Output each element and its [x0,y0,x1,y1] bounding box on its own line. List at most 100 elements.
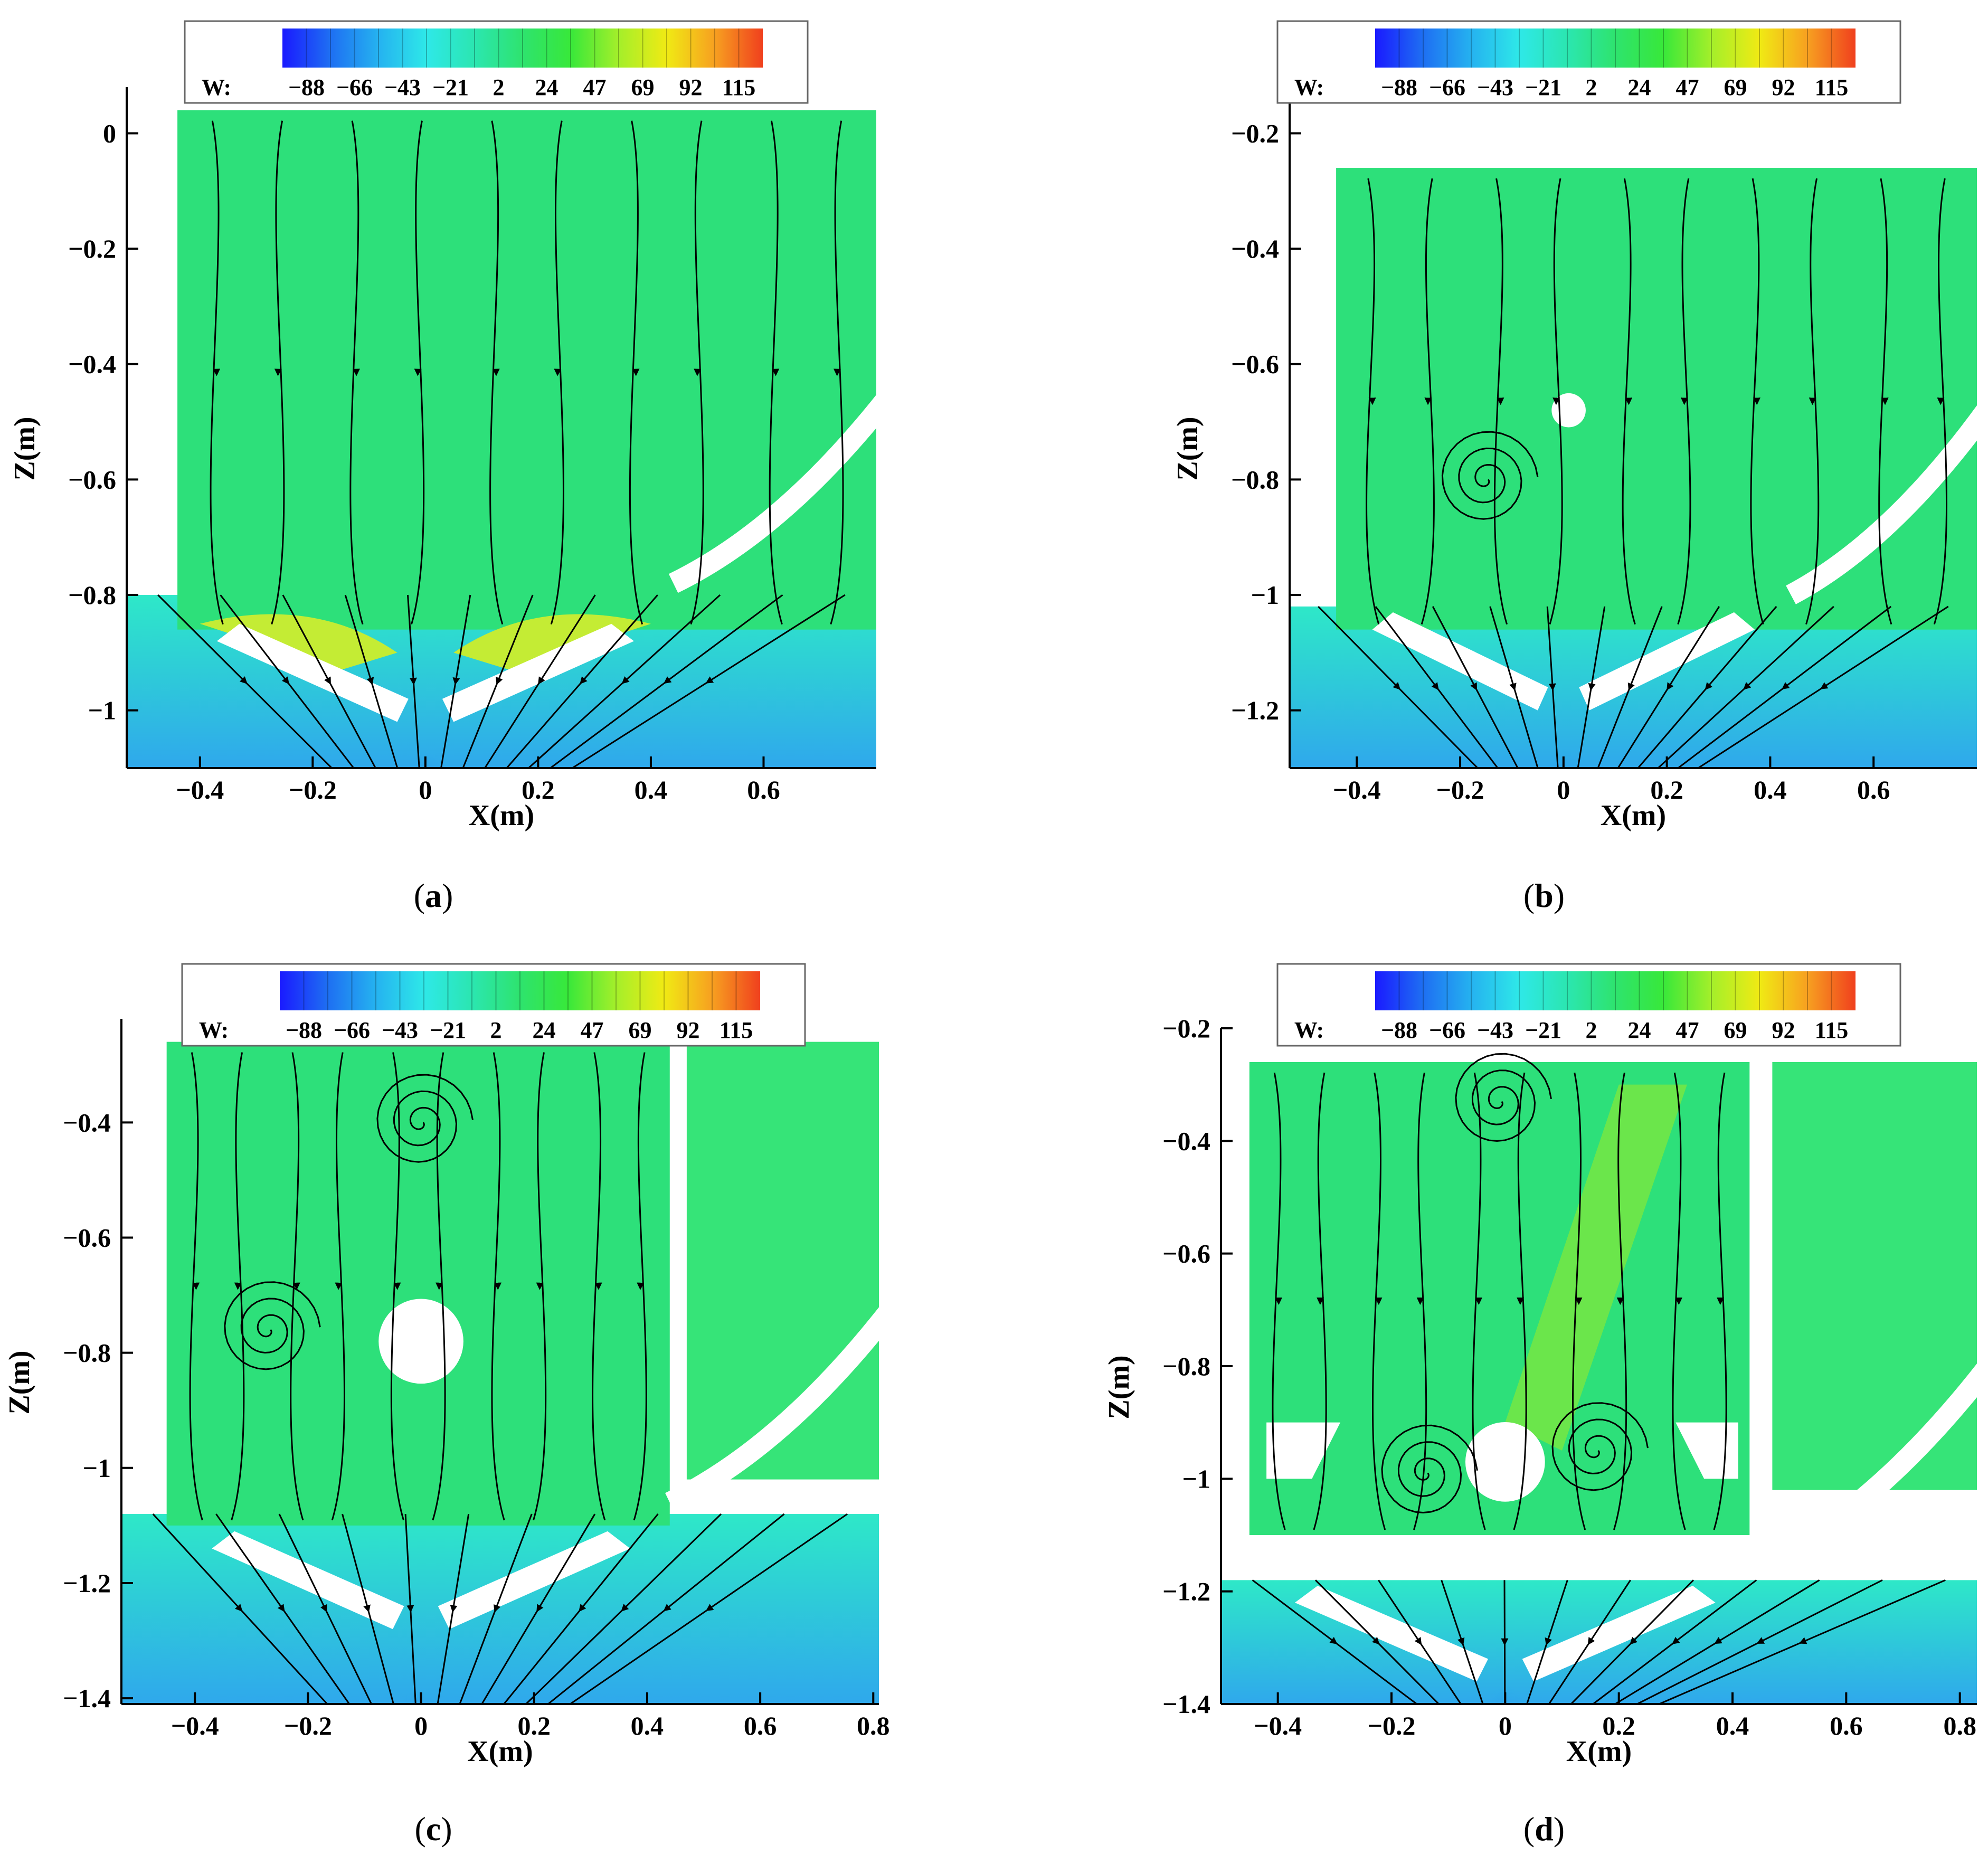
x-tick-label: −0.2 [1436,775,1484,804]
x-tick-label: 0.2 [522,775,555,804]
streamlines [1252,1053,1946,1704]
y-tick-label: −1 [88,696,117,725]
x-tick-label: −0.2 [284,1711,332,1740]
x-tick-label: 0.2 [1602,1711,1635,1740]
colorbar-tick-label: 47 [581,1017,604,1043]
y-tick-label: −0.6 [1162,1239,1210,1268]
jet-field [1531,673,1595,768]
guide-vane-left [1372,612,1548,711]
caption-a: (a) [413,877,453,914]
guide-vane-right [1579,612,1755,711]
colorbar-tick-label: 24 [1628,74,1651,100]
x-tick-label: 0 [1557,775,1570,804]
vortex-1 [224,1281,321,1370]
jet-field [393,673,457,768]
y-tick-label: 0 [103,118,116,148]
x-axis-label: X(m) [467,1735,533,1768]
chart-panel-a: −0.4 −0.2 0 0.2 0.4 0.6 0 −0.2 −0.4 −0.6 −0.8 −1 X(m… [8,20,876,832]
colorbar-tick-label: 69 [629,1017,652,1043]
x-tick-label: 0.4 [1716,1711,1749,1740]
colorbar-tick-label: 47 [1676,1017,1699,1043]
x-tick-label: 0.4 [1754,775,1787,804]
hull-wall [668,394,876,593]
caption-c: (c) [414,1810,452,1848]
chart-panel-c: −0.4 −0.2 0 0.2 0.4 0.6 0.8 −0.4 −0.6 −0.8 −1 −1.2 −… [3,963,890,1768]
y-axis-label: Z(m) [3,1350,36,1414]
axes-b: −0.4 −0.2 0 0.2 0.4 0.6 −0.2 −0.4 −0.6 −0.8 −1 −1.2… [1171,87,1977,832]
guide-vane-left [212,1531,404,1630]
axes-c: −0.4 −0.2 0 0.2 0.4 0.6 0.8 −0.4 −0.6 −0.8 −1 −1.2 −… [3,1019,890,1768]
y-tick-label: −1 [1182,1464,1211,1493]
x-tick-label: −0.2 [1368,1711,1416,1740]
colorbar-tick-label: −21 [432,74,469,100]
colorbar-tick-label: 2 [490,1017,502,1043]
guide-vane-left [1294,1586,1489,1682]
colorbar-tick-label: −21 [1525,1017,1561,1043]
y-tick-label: −0.6 [63,1223,111,1252]
yellow-zone-left [200,614,397,670]
x-tick-label: 0.2 [518,1711,551,1740]
colorbar-tick-label: −66 [336,74,373,100]
x-axis-label: X(m) [1601,799,1666,832]
colorbar-tick-label: −21 [1525,74,1561,100]
colorbar-tick-label: 92 [1772,1017,1795,1043]
baffle-right [1675,1422,1738,1479]
x-tick-label: −0.4 [171,1711,219,1740]
yellow-zone-right [453,614,651,670]
guide-vane-right [438,1531,630,1630]
colorbar-tick-label: 2 [1586,1017,1597,1043]
streamlines [152,1052,848,1704]
colorbar-tick-label: 69 [1724,74,1747,100]
colorbar: W: −88 −66 −43 −21 2 24 47 69 92 115 [181,963,806,1047]
diagonal-jet-field [1505,1084,1687,1451]
plot-area-a [127,110,876,768]
colorbar-tick-label: 24 [535,74,558,100]
vortex-1 [1441,431,1539,520]
chart-panel-b: −0.4 −0.2 0 0.2 0.4 0.6 −0.2 −0.4 −0.6 −0.8 −1 −1.2… [1171,20,1977,832]
colorbar-tick-label: 24 [1628,1017,1651,1043]
x-tick-label: −0.4 [176,775,224,804]
y-tick-label: −1.2 [63,1568,111,1598]
colorbar: W: −88 −66 −43 −21 2 24 47 69 92 115 [1276,20,1901,104]
vortex-1 [1455,1053,1552,1142]
guide-vane-right [442,623,634,722]
x-tick-label: 0.8 [857,1711,890,1740]
y-axis-label: Z(m) [8,416,41,480]
x-tick-label: 0.4 [631,1711,664,1740]
colorbar-tick-label: −66 [334,1017,370,1043]
y-tick-label: −0.8 [1162,1351,1210,1381]
y-tick-label: −1.4 [63,1683,111,1713]
colorbar-tick-label: −21 [430,1017,466,1043]
colorbar-tick-label: −66 [1429,1017,1465,1043]
colorbar-gradient [1375,971,1856,1010]
y-tick-label: −0.4 [1162,1126,1210,1156]
y-tick-label: −0.6 [1231,349,1279,379]
colorbar-tick-label: −43 [384,74,421,100]
colorbar: W: −88 −66 −43 −21 2 24 47 69 92 115 [1276,963,1901,1047]
colorbar-tick-label: −43 [1477,74,1513,100]
colorbar-tick-label: −88 [286,1017,322,1043]
colorbar-label: W: [1294,74,1324,100]
jet-field [389,1609,453,1704]
x-tick-label: 0.2 [1650,775,1683,804]
y-tick-label: −0.8 [68,580,116,610]
cylinder [1551,393,1586,428]
colorbar-tick-label: 2 [1586,74,1597,100]
y-tick-label: −1.2 [1231,696,1279,725]
streamlines [157,120,846,768]
colorbar-gradient [280,971,760,1010]
x-axis-label: X(m) [1566,1735,1632,1768]
vortex-3 [1381,1424,1478,1514]
x-tick-label: −0.4 [1333,775,1381,804]
x-tick-label: 0 [419,775,432,804]
colorbar-label: W: [1294,1017,1324,1043]
y-tick-label: −1.4 [1162,1689,1210,1719]
colorbar-label: W: [199,1017,229,1043]
y-axis-label: Z(m) [1171,416,1204,480]
axes-d: −0.4 −0.2 0 0.2 0.4 0.6 0.8 −0.2 −0.4 −0.6 −0.8 −1 −… [1103,1014,1977,1768]
interior-field [177,110,876,630]
plot-area-d [1221,1053,1977,1704]
colorbar-tick-label: −88 [288,74,325,100]
y-tick-label: −1 [1251,580,1280,610]
x-tick-label: 0.4 [635,775,668,804]
